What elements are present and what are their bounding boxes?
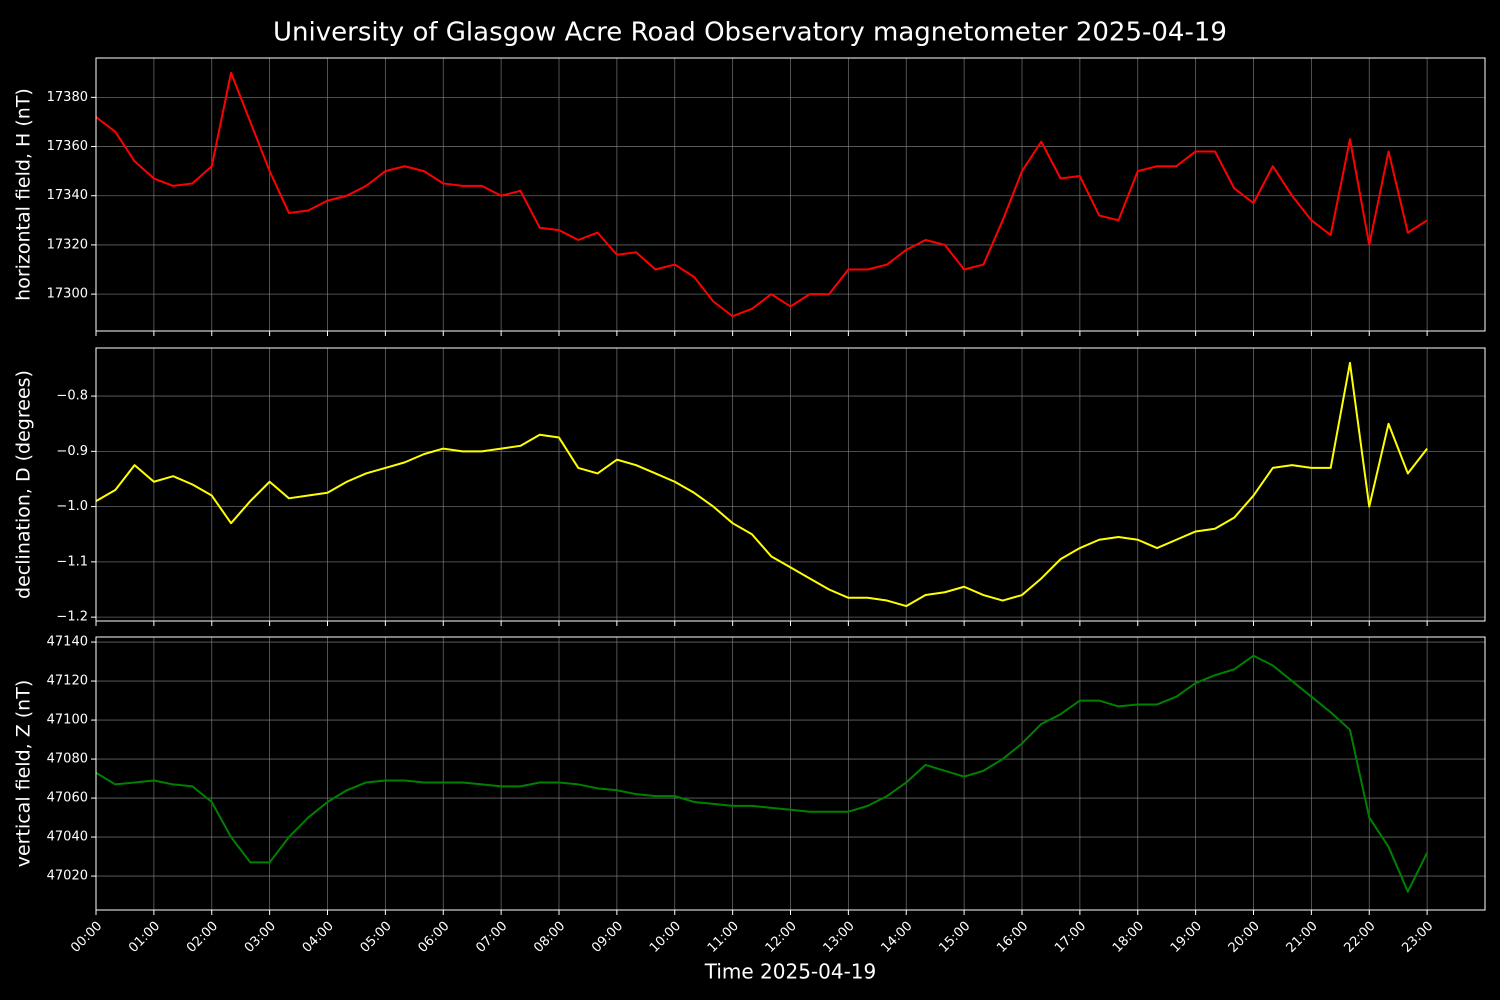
data-line: [95, 361, 1428, 608]
y-tick-label: 17360: [47, 139, 88, 154]
y-tick-label: 17300: [47, 287, 88, 302]
y-tick-label: 47040: [47, 830, 88, 845]
figure-title: University of Glasgow Acre Road Observat…: [273, 18, 1227, 48]
y-tick-label: 17340: [47, 188, 88, 203]
y-axis-label: declination, D (degrees): [13, 370, 35, 599]
y-tick-label: 47080: [47, 752, 88, 767]
y-axis-label: vertical field, Z (nT): [13, 680, 35, 868]
y-tick-label: 17320: [47, 237, 88, 252]
y-tick-label: 47140: [47, 635, 88, 650]
data-line: [95, 654, 1429, 893]
axes-frame: [95, 636, 1486, 911]
y-axis-label: horizontal field, H (nT): [13, 88, 35, 301]
y-tick-label: 47060: [47, 791, 88, 806]
data-line: [95, 71, 1428, 318]
y-tick-label: 17380: [47, 90, 88, 105]
axes-frame: [95, 57, 1486, 332]
y-tick-label: 47020: [47, 869, 88, 884]
y-tick-label: 47100: [47, 713, 88, 728]
y-tick-label: −1.2: [56, 610, 88, 625]
y-tick-label: −0.9: [56, 444, 88, 459]
y-tick-label: −0.8: [56, 389, 88, 404]
x-axis-label: Time 2025-04-19: [704, 960, 877, 984]
y-tick-label: −1.1: [56, 554, 88, 569]
axes-frame: [95, 347, 1486, 622]
y-tick-label: 47120: [47, 674, 88, 689]
y-tick-label: −1.0: [56, 499, 88, 514]
